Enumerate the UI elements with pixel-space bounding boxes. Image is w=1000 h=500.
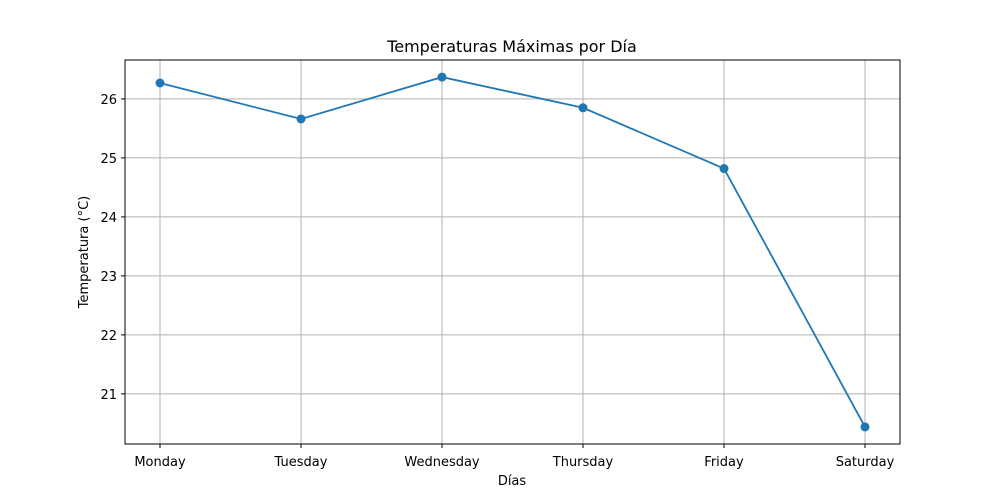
chart-title: Temperaturas Máximas por Día (386, 37, 637, 56)
x-tick-label: Friday (704, 455, 744, 470)
plot-frame (124, 59, 901, 445)
y-tick-label: 21 (100, 388, 117, 403)
y-axis: 21 22 23 24 25 26 (100, 93, 125, 403)
x-axis: Monday Tuesday Wednesday Thursday Friday Satu… (134, 444, 895, 470)
data-point (155, 78, 165, 88)
x-tick-label: Tuesday (274, 455, 328, 470)
y-tick-label: 22 (100, 329, 117, 344)
y-tick-label: 26 (100, 93, 117, 108)
data-point (296, 114, 306, 124)
y-tick-label: 25 (100, 152, 117, 167)
data-point (578, 103, 588, 113)
data-point (719, 164, 729, 174)
series-line (159, 76, 866, 428)
grid (125, 60, 900, 444)
data-point (437, 72, 447, 82)
x-tick-label: Monday (134, 455, 186, 470)
plot-area (155, 72, 870, 432)
y-tick-label: 24 (100, 211, 117, 226)
x-axis-label: Días (498, 474, 527, 489)
y-axis-label: Temperatura (°C) (77, 196, 92, 309)
x-tick-label: Saturday (836, 455, 895, 470)
x-tick-label: Thursday (552, 455, 614, 470)
x-tick-label: Wednesday (404, 455, 480, 470)
y-tick-label: 23 (100, 270, 117, 285)
data-point (860, 422, 870, 432)
